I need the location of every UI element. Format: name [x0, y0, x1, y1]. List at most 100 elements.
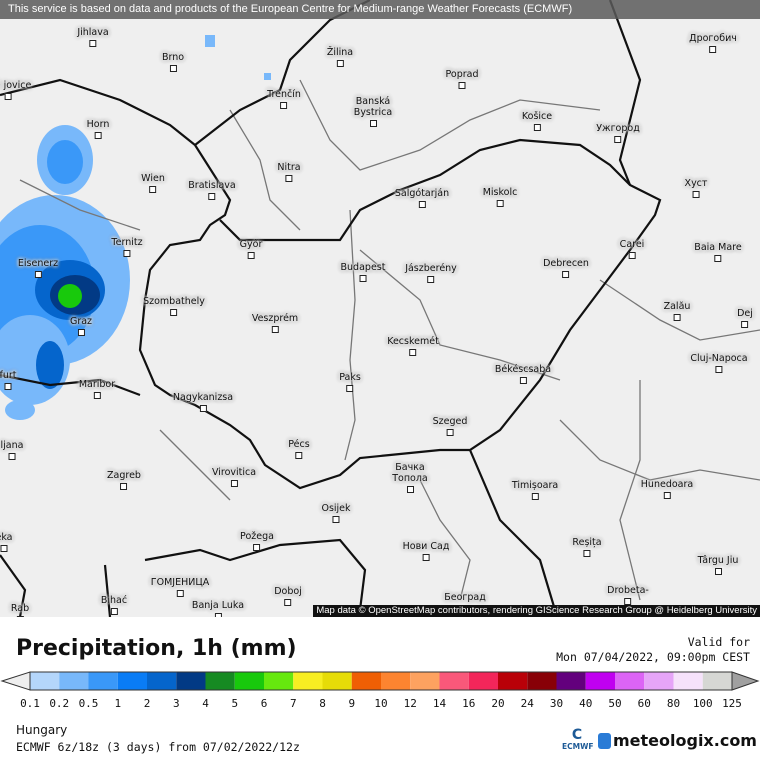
scale-tick-label: 9 — [348, 697, 356, 710]
city-marker — [94, 132, 102, 139]
city-marker — [531, 493, 539, 500]
scale-tick-label: 2 — [143, 697, 151, 710]
scale-swatch — [702, 672, 732, 690]
city-label: Eisenerz — [18, 258, 58, 278]
city-marker — [214, 613, 222, 617]
city-label: Paks — [339, 372, 361, 392]
city-label: Wien — [141, 173, 165, 193]
city-label: Trenčín — [267, 89, 301, 109]
city-marker — [663, 492, 671, 499]
city-label: Horn — [87, 119, 109, 139]
city-label: Košice — [522, 111, 552, 131]
city-label: Нови Сад — [403, 541, 449, 561]
city-marker — [16, 616, 24, 617]
scale-swatch — [205, 672, 235, 690]
city-marker — [741, 321, 749, 328]
city-marker — [34, 271, 42, 278]
city-marker — [418, 201, 426, 208]
ecmwf-logo: C ECMWF — [562, 727, 594, 751]
map-attribution[interactable]: Map data © OpenStreetMap contributors, r… — [313, 605, 760, 617]
scale-tick-label: 4 — [202, 697, 209, 710]
city-label: Banská Bystrica — [343, 96, 403, 127]
city-marker — [562, 271, 570, 278]
weather-map[interactable]: Jihlava Brno Žilina Poprad Дрогобич Trenčín Ba… — [0, 0, 760, 617]
city-marker — [284, 599, 292, 606]
city-marker — [149, 186, 157, 193]
scale-under-arrow — [0, 671, 31, 691]
scale-tick-label: 0.5 — [78, 697, 99, 710]
scale-swatch — [498, 672, 528, 690]
city-marker — [8, 453, 16, 460]
city-label: Nagykanizsa — [173, 392, 233, 412]
meteologix-logo[interactable]: meteologix.com — [598, 731, 757, 750]
city-marker — [628, 252, 636, 259]
city-label: Reșița — [572, 537, 602, 557]
legend-title: Precipitation, 1h (mm) — [16, 636, 297, 661]
city-marker — [208, 193, 216, 200]
city-marker — [77, 329, 85, 336]
city-marker — [446, 429, 454, 436]
city-label: Cluj-Napoca — [690, 353, 748, 373]
city-marker — [458, 82, 466, 89]
city-label: ГОМЈЕНИЦА — [151, 577, 209, 597]
city-label: Jászberény — [405, 263, 457, 283]
city-label: Požega — [240, 531, 274, 551]
city-label: Drobeta- — [607, 585, 649, 605]
valid-time: Mon 07/04/2022, 09:00pm CEST — [556, 650, 750, 664]
city-label: Osijek — [321, 503, 351, 523]
city-marker — [692, 191, 700, 198]
scale-swatch — [644, 672, 674, 690]
city-marker — [409, 349, 417, 356]
city-marker — [624, 598, 632, 605]
city-label: Jihlava — [77, 27, 109, 47]
city-label: Budapest — [341, 262, 385, 282]
scale-swatch — [556, 672, 586, 690]
city-label: Salgótarján — [395, 188, 449, 208]
city-marker — [271, 326, 279, 333]
city-label: Târgu Jiu — [688, 555, 748, 575]
scale-tick-label: 6 — [260, 697, 268, 710]
city-marker — [406, 486, 414, 493]
city-label: Győr — [240, 239, 262, 259]
city-label: Debrecen — [543, 258, 589, 278]
region-borders — [19, 79, 760, 601]
city-label: Graz — [70, 316, 92, 336]
scale-tick-label: 100 — [692, 697, 713, 710]
city-marker — [230, 480, 238, 487]
scale-tick-label: 14 — [432, 697, 447, 710]
city-marker — [519, 377, 527, 384]
city-marker — [714, 255, 722, 262]
scale-tick-label: 3 — [172, 697, 180, 710]
region-name: Hungary — [16, 723, 68, 737]
city-label: Szeged — [433, 416, 467, 436]
city-marker — [346, 385, 354, 392]
scale-tick-label: 20 — [491, 697, 505, 710]
city-marker — [427, 276, 435, 283]
scale-swatch — [381, 672, 411, 690]
city-marker — [170, 309, 178, 316]
city-marker — [332, 516, 340, 523]
scale-swatch — [264, 672, 294, 690]
city-label: Baia Mare — [694, 242, 742, 262]
city-marker — [673, 314, 681, 321]
scale-tick-label: 0.1 — [20, 697, 40, 710]
scale-swatch — [527, 672, 557, 690]
city-label: Pécs — [288, 439, 310, 459]
city-marker — [199, 405, 207, 412]
city-marker — [422, 554, 430, 561]
scale-tick-label: 16 — [462, 697, 476, 710]
city-marker — [533, 124, 541, 131]
city-marker — [583, 550, 591, 557]
city-label: Hunedoara — [641, 479, 693, 499]
precipitation-areas — [0, 35, 271, 420]
city-label: Bratislava — [188, 180, 236, 200]
color-scale-ticks: 0.1 0.2 0.5 1 2 3 4 5 6 7 8 9 10 12 14 16 20 24 30 40 50 60 80… — [0, 697, 760, 711]
city-label: Dej — [737, 308, 753, 328]
scale-swatch — [615, 672, 645, 690]
city-marker — [123, 250, 131, 257]
scale-tick-label: 12 — [403, 697, 417, 710]
scale-tick-label: 80 — [666, 697, 681, 710]
city-label: Miskolc — [483, 187, 517, 207]
city-label: Poprad — [446, 69, 479, 89]
city-marker — [714, 568, 722, 575]
